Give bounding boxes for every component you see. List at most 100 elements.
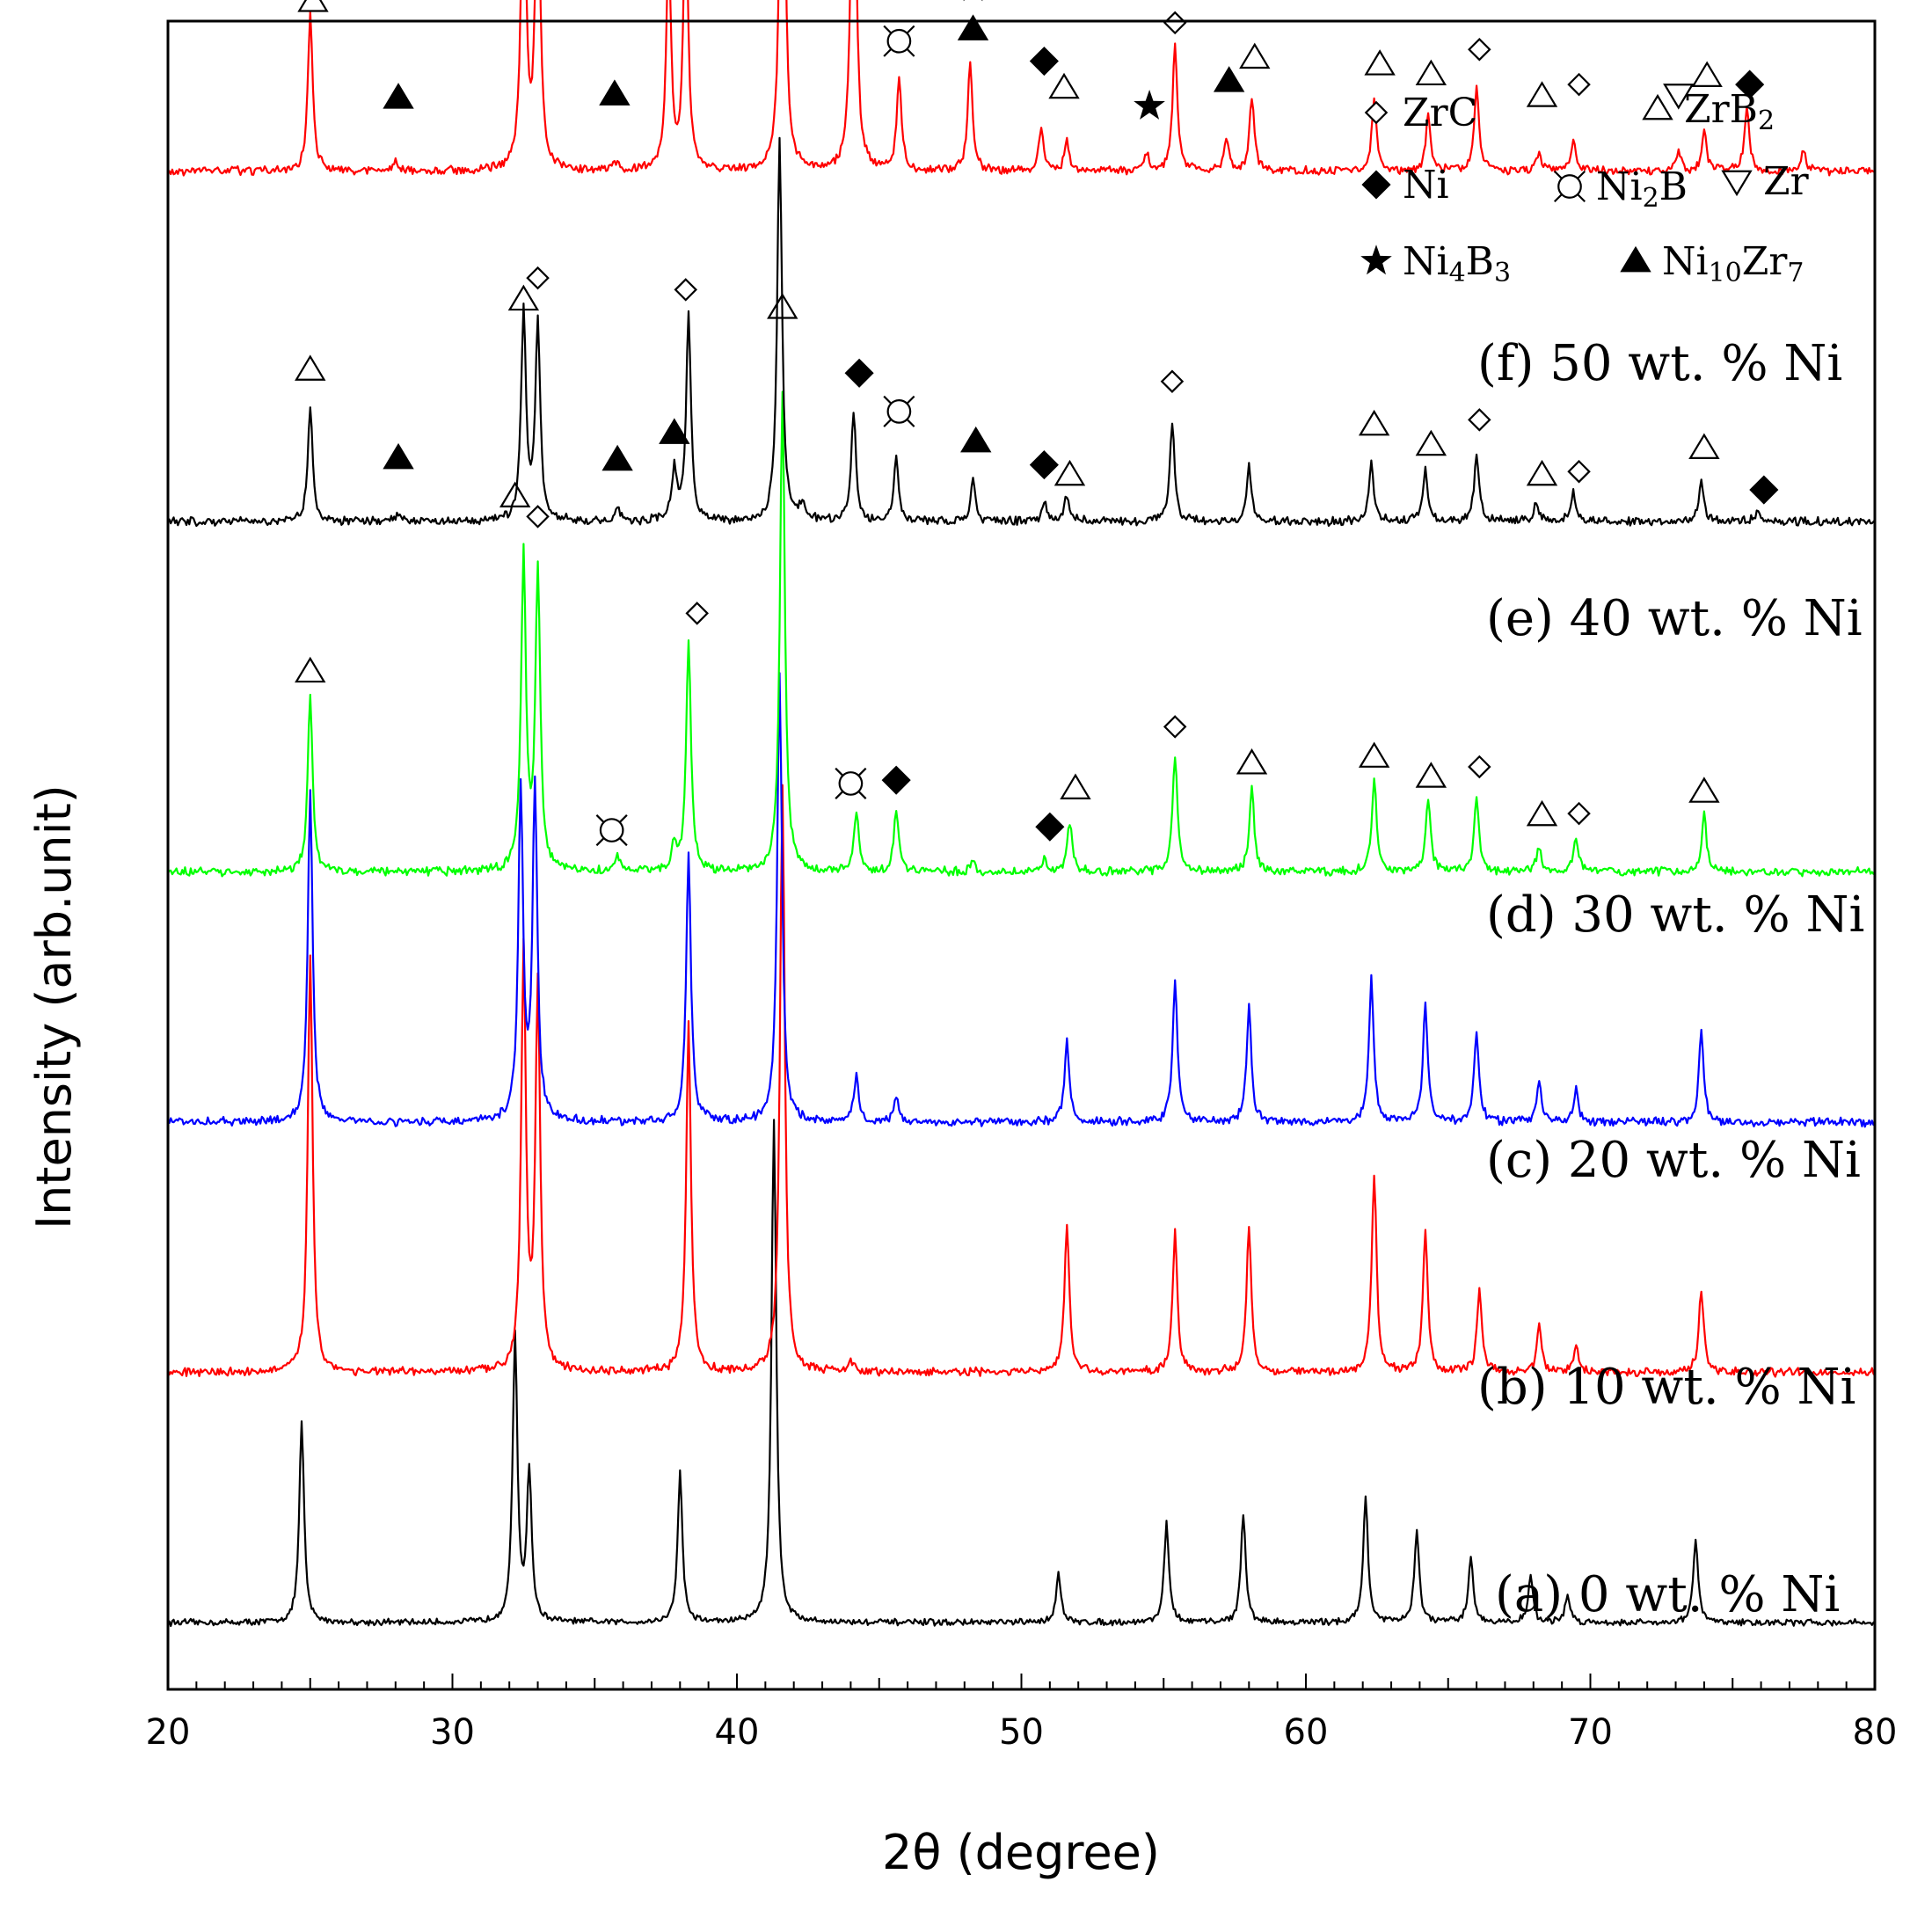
x-tick-label: 30 <box>430 1712 475 1753</box>
ring-spoke <box>883 419 893 427</box>
series-label: (d) 30 wt. % Ni <box>1486 886 1864 944</box>
open-triangle-icon <box>1415 429 1447 456</box>
filled-triangle-icon <box>601 444 633 471</box>
peak-marker-triangle-open <box>1688 433 1720 459</box>
x-tick-label: 80 <box>1853 1712 1898 1753</box>
filled-triangle-icon <box>1213 66 1245 92</box>
open-diamond-icon <box>1163 11 1187 35</box>
filled-diamond-icon <box>1029 450 1059 480</box>
ring-spoke <box>906 25 915 34</box>
filled-star-icon <box>1360 244 1392 275</box>
open-triangle-icon <box>507 284 540 311</box>
ring-spoke <box>1577 193 1586 203</box>
open-triangle-icon <box>1526 799 1558 827</box>
peak-marker-diamond-filled <box>1361 170 1391 200</box>
filled-triangle-icon <box>960 426 992 453</box>
series-label: (f) 50 wt. % Ni <box>1477 335 1842 392</box>
legend-entry: ZrB2 <box>1642 87 1775 136</box>
peak-marker-triangle-down-open <box>1663 84 1695 110</box>
filled-triangle-icon <box>599 79 631 106</box>
legend-entry: Ni2B <box>1553 164 1688 214</box>
peak-marker-triangle-open <box>1053 459 1086 486</box>
peak-marker-diamond-open <box>1468 755 1491 779</box>
ring-icon <box>886 28 912 54</box>
open-diamond-icon <box>526 266 550 290</box>
legend-entry: ZrC <box>1364 91 1477 135</box>
open-triangle-icon <box>1691 61 1723 87</box>
open-triangle-icon <box>1415 762 1447 788</box>
axes <box>166 19 1877 1691</box>
peak-marker-triangle-filled <box>383 442 414 470</box>
open-triangle-icon <box>1358 741 1390 768</box>
open-triangle-icon <box>1358 409 1390 436</box>
peak-marker-triangle-open <box>297 0 329 12</box>
open-diamond-icon <box>1468 37 1491 62</box>
series-trace <box>167 672 1876 1128</box>
open-triangle-icon <box>1364 49 1396 76</box>
open-diamond-icon <box>1160 369 1185 394</box>
ring-spoke <box>883 47 893 57</box>
filled-star-icon <box>1134 90 1165 120</box>
ring-spoke <box>883 395 893 405</box>
ring-spoke <box>883 25 893 34</box>
peak-marker-diamond-open <box>1567 72 1591 97</box>
ring-icon <box>1557 174 1582 199</box>
open-triangle-icon <box>1236 748 1268 775</box>
x-axis-ticks: 20 30 40 50 60 70 80 <box>146 1674 1898 1753</box>
peak-marker-triangle-open <box>767 293 798 319</box>
legend-entry: Ni4B3 <box>1360 239 1511 288</box>
peak-marker-star-filled <box>1134 90 1165 120</box>
x-tick-label: 50 <box>999 1712 1044 1753</box>
peak-marker-triangle-open <box>1239 42 1271 69</box>
peak-marker-triangle-filled <box>960 426 992 453</box>
series-label: (b) 10 wt. % Ni <box>1477 1359 1855 1416</box>
filled-triangle-icon <box>383 83 414 109</box>
peak-marker-diamond-open <box>1567 459 1591 484</box>
peak-marker-diamond-filled <box>881 765 911 795</box>
filled-diamond-icon <box>1361 170 1391 200</box>
peak-marker-triangle-open <box>1526 799 1558 827</box>
peak-markers <box>295 0 1779 847</box>
ring-spoke <box>618 814 628 823</box>
legend-entry: Ni10Zr7 <box>1620 239 1804 288</box>
peak-marker-triangle-filled <box>1213 66 1245 92</box>
peak-marker-triangle-filled <box>383 83 414 109</box>
peak-marker-star-filled <box>1360 244 1392 275</box>
peak-marker-triangle-open <box>1236 748 1268 775</box>
ring-icon <box>599 818 624 842</box>
ring-icon <box>838 771 864 796</box>
legend-label: Ni <box>1403 163 1449 208</box>
filled-diamond-icon <box>1029 46 1059 77</box>
series-trace <box>167 136 1876 528</box>
open-diamond-icon <box>1364 100 1389 125</box>
peak-marker-diamond-filled <box>1029 46 1059 77</box>
legend: ZrC ZrB2 Ni Ni2B Zr Ni4B3 Ni10Zr7 <box>1360 87 1810 288</box>
plot-frame <box>166 19 1877 1691</box>
peak-marker-triangle-filled <box>957 14 989 40</box>
peak-marker-triangle-open <box>295 656 326 683</box>
open-triangle-icon <box>295 656 326 683</box>
peak-marker-triangle-open <box>499 481 531 507</box>
ring-spoke <box>906 419 915 427</box>
peak-marker-diamond-filled <box>1735 69 1765 99</box>
peak-marker-lozenge-ring <box>1553 170 1586 203</box>
x-tick-label: 60 <box>1284 1712 1329 1753</box>
peak-marker-triangle-filled <box>601 444 633 471</box>
filled-triangle-icon <box>1620 245 1651 273</box>
peak-marker-diamond-open <box>1163 11 1187 35</box>
open-triangle-icon <box>1239 42 1271 69</box>
open-triangle-icon <box>1060 773 1091 799</box>
peak-marker-triangle-open <box>1642 93 1673 120</box>
peak-marker-diamond-open <box>1468 408 1491 432</box>
ring-spoke <box>1553 170 1563 179</box>
peak-marker-triangle-open <box>1415 762 1447 788</box>
ring-spoke <box>595 837 605 847</box>
filled-diamond-icon <box>844 358 874 388</box>
legend-label: Zr <box>1763 159 1810 204</box>
peak-marker-lozenge-ring <box>595 814 628 847</box>
ring-spoke <box>1577 170 1586 179</box>
series-trace <box>166 784 1876 1378</box>
peak-marker-diamond-filled <box>1749 475 1779 505</box>
legend-label: Ni2B <box>1596 164 1688 214</box>
legend-entry: Ni <box>1361 163 1449 208</box>
